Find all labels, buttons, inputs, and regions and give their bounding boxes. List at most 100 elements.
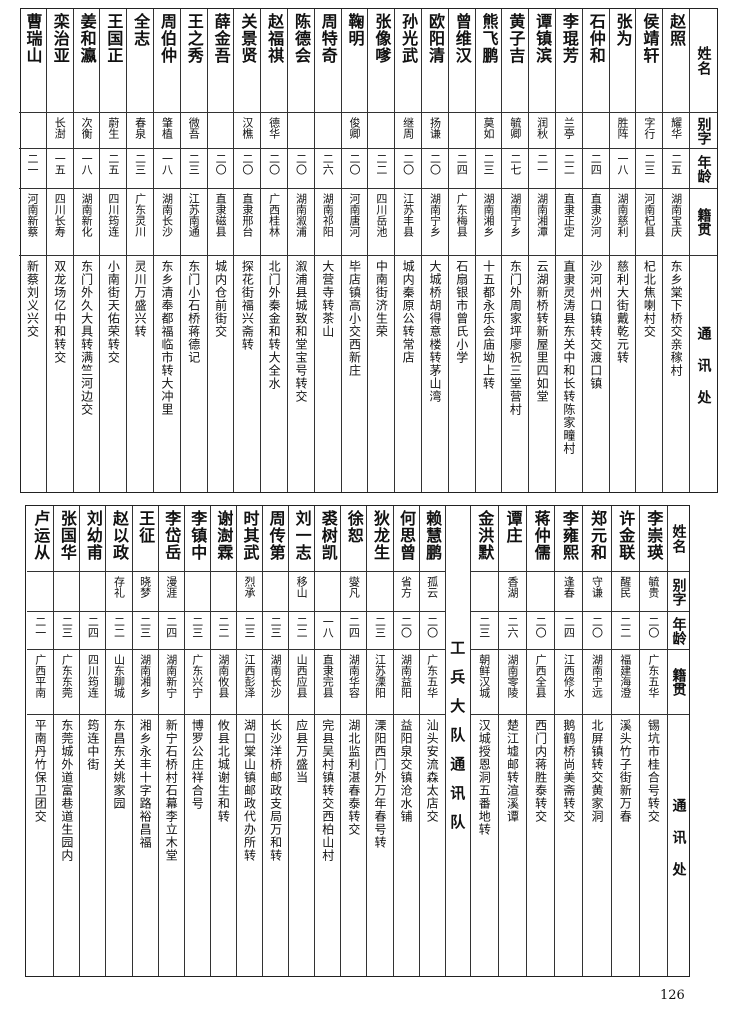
address-cell: 城内仓前街交	[213, 260, 228, 338]
person-column: 徐恕 燮凡 二四 湖南华容 湖北监利湛春泰转交	[340, 506, 367, 976]
alias-cell: 长澍	[46, 113, 73, 149]
address-cell: 攸县北城谢生和转	[216, 719, 231, 823]
alias-cell: 醒民	[611, 572, 639, 612]
native-cell: 湖南攸县	[210, 650, 236, 715]
alias-cell: 烈承	[236, 572, 263, 612]
native-cell: 湖南湘乡	[132, 650, 158, 715]
person-column: 何思曾 省方 二〇 湖南益阳 益阳泉交镇沧水铺	[392, 506, 419, 976]
alias-cell	[54, 572, 80, 612]
alias-cell	[263, 572, 289, 612]
alias-cell: 微吾	[180, 113, 207, 149]
person-column: 李崇瑛 毓贵 二〇 广东五华 锡坑市桂合号转交	[638, 506, 667, 976]
native-cell: 广西桂林	[261, 189, 288, 256]
alias-cell	[184, 572, 210, 612]
native-cell: 湖南祁阳	[314, 189, 341, 256]
age-cell: 二三	[127, 149, 154, 189]
native-cell: 广东灵川	[127, 189, 154, 256]
person-column: 李琨芳 兰亭 二二 直隶正定 直隶灵涛县东关中和长转陈家疃村	[555, 9, 582, 492]
age-cell: 二三	[263, 612, 289, 650]
age-cell: 二三	[132, 612, 158, 650]
person-column: 侯靖轩 字行 二三 河南杞县 杞北焦喇村交	[635, 9, 663, 492]
address-cell: 锡坑市桂合号转交	[646, 719, 661, 823]
age-cell: 二二	[289, 612, 315, 650]
alias-cell: 肇植	[154, 113, 180, 149]
person-column: 李雍熙 逢春 二四 江西修水 鹅鹤桥尚美斋转交	[554, 506, 583, 976]
name-cell: 裘树凯	[315, 506, 341, 572]
person-column: 李镇中 二三 广东兴宁 博罗公庄祥合号	[183, 506, 210, 976]
age-cell: 二〇	[395, 149, 422, 189]
name-cell: 熊飞鹏	[475, 9, 502, 113]
address-cell: 双龙场亿中和转交	[52, 260, 67, 364]
name-cell: 李琨芳	[556, 9, 582, 113]
address-cell: 长沙洋桥邮政支局万和转	[268, 719, 283, 862]
person-column: 蒋仲儒 二〇 广西全县 西门内蒋胜泰转交	[526, 506, 555, 976]
address-cell: 平南丹竹保卫团交	[33, 719, 48, 823]
age-cell: 二一	[27, 612, 54, 650]
age-cell: 二二	[556, 149, 582, 189]
alias-cell: 春泉	[127, 113, 154, 149]
name-cell: 刘幼甫	[80, 506, 106, 572]
address-cell: 直隶灵涛县东关中和长转陈家疃村	[561, 260, 576, 455]
native-cell: 湖南宁远	[583, 650, 611, 715]
address-cell: 湘乡永丰十字路裕昌福	[138, 719, 153, 849]
roster-table-top: 姓名 别字 年龄 籍贯 通讯处 赵照 耀华 二五 湖南宝庆 东乡棠下桥交亲稼村 侯靖轩 字行 二三 河南杞…	[19, 8, 718, 493]
address-cell: 新蔡刘义兴交	[25, 260, 40, 338]
alias-cell: 俊卿	[341, 113, 368, 149]
person-column: 狄龙生 二三 江苏溧阳 溧阳西门外万年春号转	[366, 506, 393, 976]
native-cell: 山西应县	[289, 650, 315, 715]
address-cell: 溆浦县城致和堂宝号转交	[293, 260, 308, 403]
native-cell: 广西全县	[527, 650, 555, 715]
address-cell: 东门小石桥蒋德记	[186, 260, 201, 364]
person-column: 栾治亚 长澍 一五 四川长寿 双龙场亿中和转交	[45, 9, 73, 492]
name-cell: 赖慧鹏	[419, 506, 445, 572]
native-cell: 直隶邢台	[234, 189, 261, 256]
age-cell: 二五	[663, 149, 689, 189]
alias-cell: 移山	[289, 572, 315, 612]
alias-cell: 晓梦	[132, 572, 158, 612]
person-column: 赵照 耀华 二五 湖南宝庆 东乡棠下桥交亲稼村	[662, 9, 689, 492]
name-cell: 王之秀	[180, 9, 207, 113]
native-cell: 福建海澄	[611, 650, 639, 715]
age-cell: 二〇	[527, 612, 555, 650]
header-age-cell: 年龄	[668, 612, 689, 650]
alias-cell	[527, 572, 555, 612]
native-cell: 湖南新化	[73, 189, 100, 256]
alias-cell: 次衡	[73, 113, 100, 149]
header-name-cell: 姓名	[690, 9, 717, 113]
age-cell: 二〇	[419, 612, 445, 650]
person-column: 刘幼甫 二四 四川筠连 筠连中街	[79, 506, 106, 976]
address-cell: 北门外秦金和转大全水	[267, 260, 282, 390]
address-cell: 东乡棠下桥交亲稼村	[669, 260, 684, 377]
alias-cell	[368, 113, 395, 149]
age-cell: 二五	[100, 149, 127, 189]
native-cell: 江西彭泽	[236, 650, 263, 715]
alias-cell: 省方	[393, 572, 419, 612]
native-cell: 四川筠连	[80, 650, 106, 715]
address-cell: 博罗公庄祥合号	[190, 719, 205, 810]
age-cell: 二四	[555, 612, 583, 650]
address-cell: 益阳泉交镇沧水铺	[399, 719, 414, 823]
age-cell: 二三	[470, 612, 498, 650]
header-native-cell: 籍贯	[668, 650, 689, 715]
person-column: 石仲和 二四 直隶沙河 沙河州口镇转交渡口镇	[581, 9, 609, 492]
name-cell: 黄子吉	[502, 9, 529, 113]
name-cell: 张为	[609, 9, 636, 113]
alias-cell	[210, 572, 236, 612]
person-column: 姜和瀛 次衡 一八 湖南新化 东门外久大具转满竺河边交	[72, 9, 100, 492]
header-alias-cell: 别字	[668, 572, 689, 612]
native-cell: 直隶磁县	[207, 189, 234, 256]
native-cell: 广东五华	[639, 650, 667, 715]
native-cell: 江苏溧阳	[367, 650, 393, 715]
native-cell: 江苏丰县	[395, 189, 422, 256]
header-age-cell: 年龄	[690, 149, 717, 189]
name-cell: 王国正	[100, 9, 127, 113]
name-cell: 时其武	[236, 506, 263, 572]
person-column: 谭庄 香湖 二六 湖南零陵 楚江墟邮转渲溪谭	[497, 506, 527, 976]
address-cell: 大营寺转茶山	[320, 260, 335, 338]
name-cell: 孙光武	[395, 9, 422, 113]
header-address-cell: 通讯处	[695, 326, 712, 422]
native-cell: 直隶正定	[556, 189, 582, 256]
native-cell: 朝鲜汉城	[470, 650, 498, 715]
person-column: 金洪默 二三 朝鲜汉城 汉城授恩洞五番地转	[469, 506, 498, 976]
name-cell: 周传第	[263, 506, 289, 572]
